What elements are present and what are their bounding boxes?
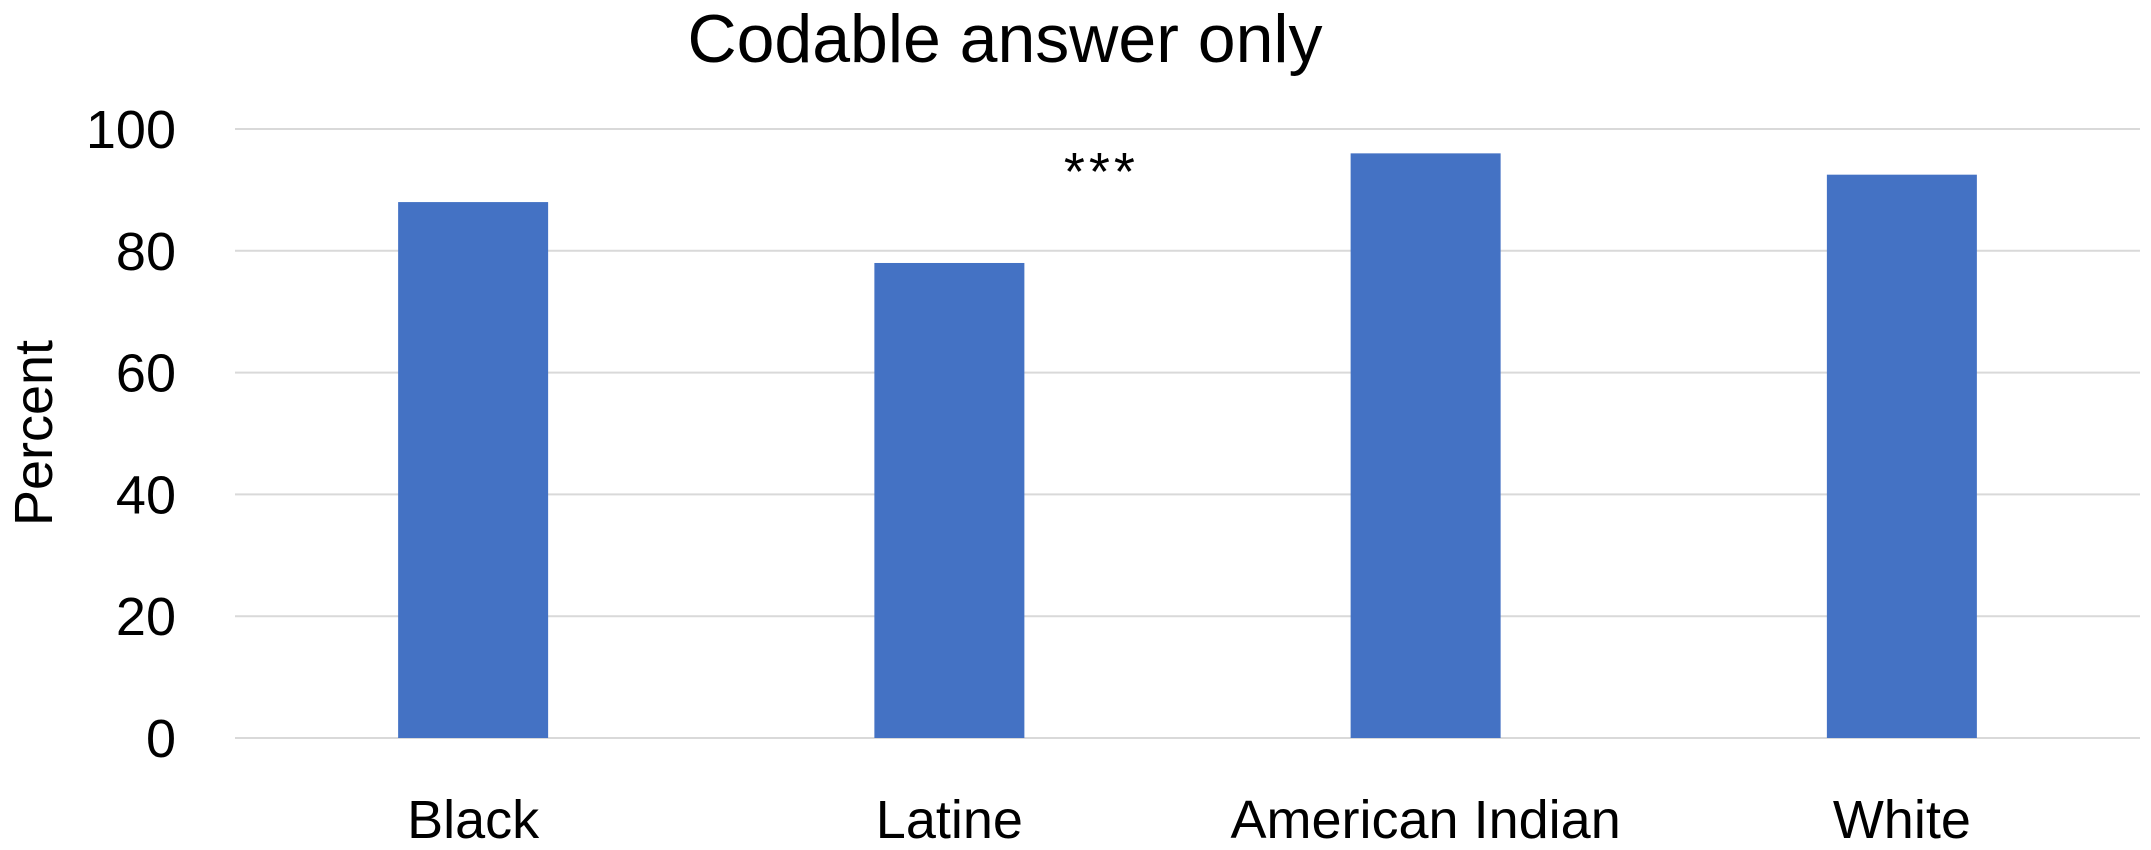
x-tick-labels: Black Latine American Indian White	[407, 790, 1971, 850]
y-axis-title: Percent	[4, 340, 64, 526]
bars	[398, 153, 1977, 739]
gridlines	[235, 128, 2140, 739]
bar-black	[398, 202, 549, 738]
x-tick-label: American Indian	[1231, 790, 1621, 850]
x-tick-label: White	[1833, 790, 1971, 850]
y-tick-label: 100	[86, 100, 176, 160]
bar-latine	[874, 262, 1025, 738]
annotations: ***	[1064, 142, 1139, 202]
y-tick-label: 20	[116, 587, 176, 647]
significance-marker: ***	[1064, 142, 1139, 202]
bar-white	[1826, 174, 1977, 739]
bar-american-indian	[1350, 153, 1501, 739]
y-tick-label: 40	[116, 465, 176, 525]
x-tick-label: Black	[407, 790, 540, 850]
x-tick-label: Latine	[876, 790, 1023, 850]
y-tick-label: 0	[146, 709, 176, 769]
chart-title: Codable answer only	[687, 1, 1322, 77]
y-tick-labels: 0 20 40 60 80 100	[86, 100, 176, 769]
y-tick-label: 60	[116, 344, 176, 404]
y-tick-label: 80	[116, 222, 176, 282]
